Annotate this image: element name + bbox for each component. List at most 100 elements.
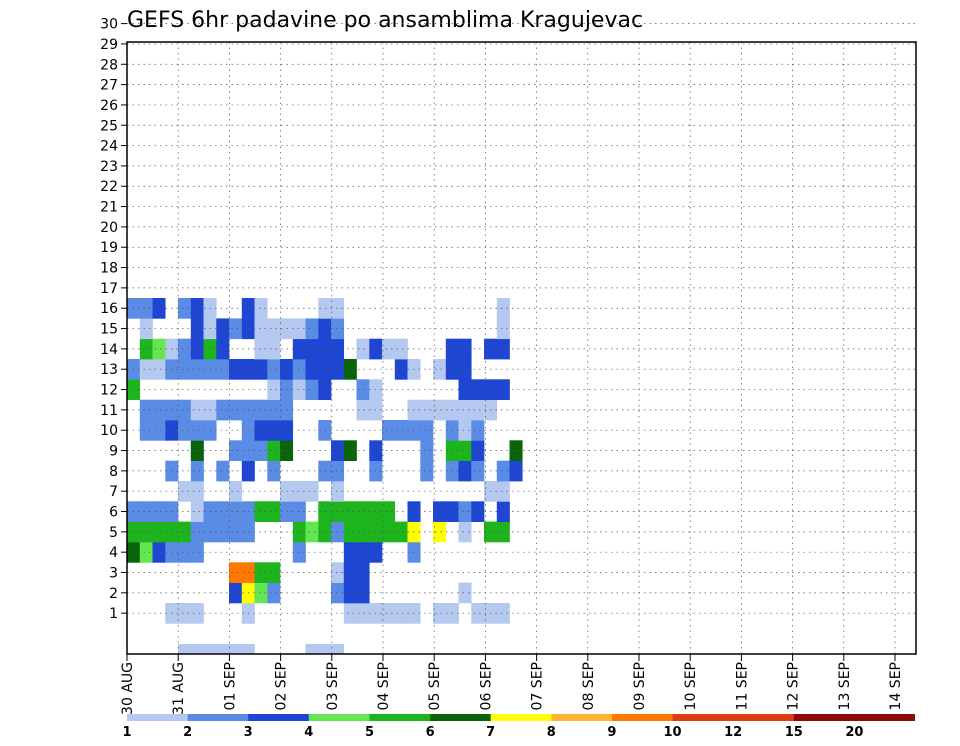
heatmap-cell	[152, 521, 166, 543]
heatmap-cell	[152, 359, 166, 380]
y-tick-label: 15	[100, 322, 118, 338]
heatmap-cell	[267, 562, 281, 583]
x-tick-label: 10 SEP	[683, 662, 699, 710]
heatmap-cell	[267, 440, 281, 461]
heatmap-cell	[331, 582, 345, 604]
x-tick-label: 02 SEP	[274, 662, 290, 710]
heatmap-cell	[203, 644, 217, 655]
y-tick-label: 12	[100, 383, 118, 399]
y-tick-label: 23	[100, 159, 118, 175]
y-tick-label: 24	[100, 139, 118, 155]
heatmap-cell	[254, 399, 268, 421]
legend-color-segment	[430, 714, 492, 721]
heatmap-cell	[471, 501, 485, 522]
legend-color-segment	[672, 714, 734, 721]
heatmap-cell	[216, 501, 230, 522]
heatmap-cell	[318, 521, 332, 543]
heatmap-cell	[305, 644, 319, 655]
heatmap-cell	[216, 318, 230, 340]
heatmap-cell	[458, 440, 472, 461]
heatmap-cell	[394, 603, 408, 624]
heatmap-cell	[458, 582, 472, 604]
x-tick-label: 07 SEP	[530, 662, 546, 710]
color-legend: 1 2 3 4 5 6 7 8 9 10 12 15 20	[122, 714, 915, 740]
heatmap-cells	[127, 298, 523, 655]
heatmap-cell	[292, 501, 306, 522]
heatmap-cell	[318, 420, 332, 441]
heatmap-cell	[190, 644, 204, 655]
legend-label: 15	[785, 725, 803, 740]
heatmap-cell	[343, 562, 357, 583]
y-tick-label: 1	[109, 606, 118, 622]
heatmap-cell	[152, 298, 166, 319]
heatmap-cell	[496, 603, 510, 624]
x-tick-label: 31 AUG	[171, 662, 187, 715]
heatmap-cell	[331, 501, 345, 522]
heatmap-cell	[216, 460, 230, 482]
y-tick-label: 7	[109, 484, 118, 500]
heatmap-cell	[216, 359, 230, 380]
heatmap-cell	[471, 603, 485, 624]
heatmap-cell	[318, 318, 332, 340]
heatmap-cell	[305, 359, 319, 380]
legend-label: 5	[365, 725, 374, 740]
heatmap-cell	[433, 603, 447, 624]
heatmap-cell	[139, 359, 153, 380]
heatmap-cell	[190, 481, 204, 502]
heatmap-cell	[331, 298, 345, 319]
y-tick-label: 28	[100, 57, 118, 73]
heatmap-cell	[305, 318, 319, 340]
heatmap-cell	[178, 481, 192, 502]
heatmap-cell	[178, 542, 192, 563]
heatmap-cell	[356, 501, 370, 522]
heatmap-cell	[254, 298, 268, 319]
x-tick-label: 09 SEP	[632, 662, 648, 710]
heatmap-cell	[229, 318, 243, 340]
heatmap-cell	[471, 379, 485, 400]
heatmap-cell	[152, 501, 166, 522]
heatmap-cell	[292, 338, 306, 360]
heatmap-cell	[331, 359, 345, 380]
heatmap-cell	[292, 481, 306, 502]
heatmap-cell	[178, 359, 192, 380]
heatmap-cell	[420, 399, 434, 421]
heatmap-cell	[292, 521, 306, 543]
y-tick-label: 22	[100, 179, 118, 195]
heatmap-cell	[343, 603, 357, 624]
heatmap-cell	[382, 501, 396, 522]
y-tick-label: 2	[109, 586, 118, 602]
y-tick-label: 9	[109, 444, 118, 460]
heatmap-cell	[496, 379, 510, 400]
heatmap-cell	[458, 379, 472, 400]
heatmap-cell	[343, 521, 357, 543]
heatmap-cell	[471, 440, 485, 461]
heatmap-cell	[496, 338, 510, 360]
heatmap-cell	[433, 359, 447, 380]
y-tick-label: 11	[100, 403, 118, 419]
y-tick-label: 6	[109, 505, 118, 521]
heatmap-cell	[229, 399, 243, 421]
legend-label: 3	[244, 725, 253, 740]
legend-label: 7	[486, 725, 495, 740]
heatmap-cell	[178, 420, 192, 441]
heatmap-cell	[382, 420, 396, 441]
y-axis-ticks: 1234567891011121314151617181920212223242…	[100, 17, 127, 622]
heatmap-cell	[190, 521, 204, 543]
legend-color-segment	[248, 714, 310, 721]
legend-color-segment	[793, 714, 855, 721]
heatmap-cell	[356, 521, 370, 543]
heatmap-cell	[458, 420, 472, 441]
legend-color-segment	[308, 714, 370, 721]
x-tick-label: 01 SEP	[222, 662, 238, 710]
plot-frame	[126, 41, 917, 655]
heatmap-cell	[267, 582, 281, 604]
heatmap-cell	[178, 298, 192, 319]
heatmap-cell	[139, 338, 153, 360]
y-tick-label: 16	[100, 301, 118, 317]
heatmap-cell	[420, 440, 434, 461]
heatmap-cell	[216, 338, 230, 360]
y-tick-label: 17	[100, 281, 118, 297]
y-tick-label: 29	[100, 37, 118, 53]
heatmap-cell	[229, 562, 243, 583]
heatmap-cell	[152, 420, 166, 441]
